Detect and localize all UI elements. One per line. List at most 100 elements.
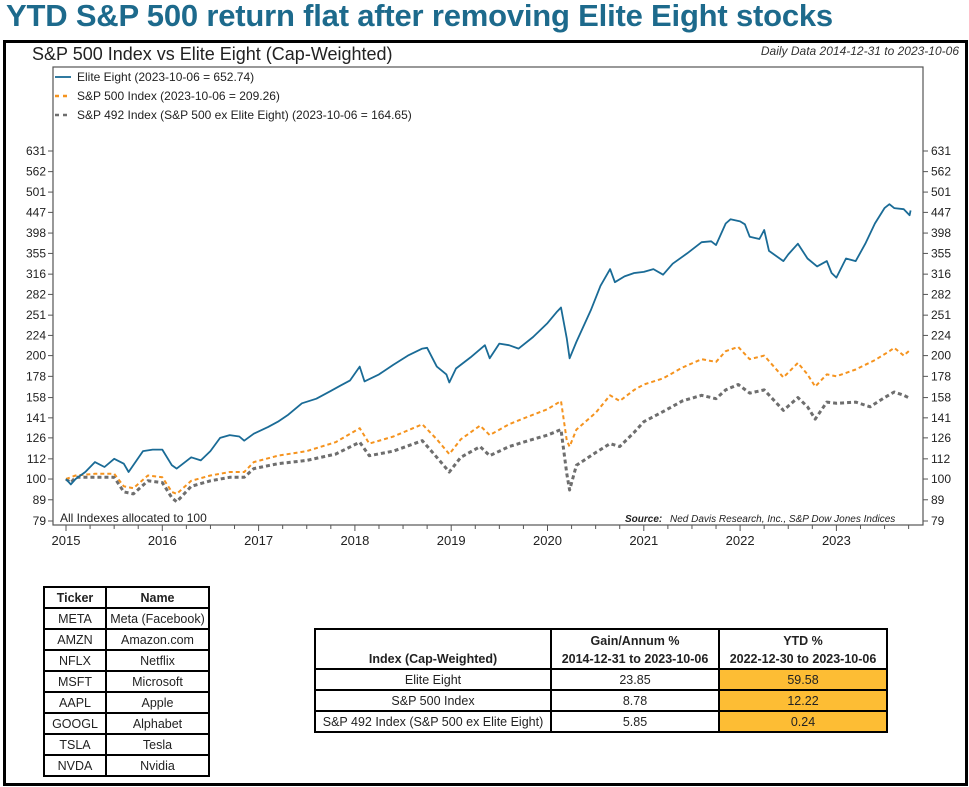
series-line-s-p-500-index xyxy=(65,345,912,495)
legend-label: S&P 492 Index (S&P 500 ex Elite Eight) (… xyxy=(77,108,412,122)
y-tick-label-right: 79 xyxy=(931,514,945,528)
header-gain-annum: Gain/Annum % 2014-12-31 to 2023-10-06 xyxy=(550,628,720,670)
y-tick-label-left: 200 xyxy=(26,349,46,363)
chart-title: S&P 500 Index vs Elite Eight (Cap-Weight… xyxy=(32,44,393,64)
ticker-symbol: AAPL xyxy=(43,691,107,714)
y-tick-label-right: 224 xyxy=(931,328,951,342)
ticker-row: AAPL Apple xyxy=(43,691,210,714)
ticker-row: TSLA Tesla xyxy=(43,733,210,756)
x-tick-label: 2016 xyxy=(148,533,177,548)
ticker-row: GOOGL Alphabet xyxy=(43,712,210,735)
y-tick-label-right: 447 xyxy=(931,205,951,219)
ytd-value: 0.24 xyxy=(718,710,888,733)
performance-table: Index (Cap-Weighted) Gain/Annum % 2014-12… xyxy=(314,628,888,733)
header-ytd: YTD % 2022-12-30 to 2023-10-06 xyxy=(718,628,888,670)
chart-frame xyxy=(3,40,968,786)
y-tick-label-left: 398 xyxy=(26,226,46,240)
y-tick-label-right: 501 xyxy=(931,185,951,199)
company-name: Alphabet xyxy=(105,712,210,735)
y-tick-label-left: 100 xyxy=(26,472,46,486)
chart-subtitle: Daily Data 2014-12-31 to 2023-10-06 xyxy=(760,44,959,58)
y-tick-label-right: 316 xyxy=(931,267,951,281)
ticker-symbol: NFLX xyxy=(43,649,107,672)
header-index: Index (Cap-Weighted) xyxy=(314,628,552,670)
series-layer xyxy=(65,203,912,504)
ticker-symbol: TSLA xyxy=(43,733,107,756)
y-tick-label-left: 316 xyxy=(26,267,46,281)
index-name: S&P 500 Index xyxy=(314,689,552,712)
header-name: Name xyxy=(105,586,210,609)
ticker-table-header: Ticker Name xyxy=(43,586,210,609)
company-name: Microsoft xyxy=(105,670,210,693)
x-tick-label: 2019 xyxy=(437,533,466,548)
company-name: Apple xyxy=(105,691,210,714)
y-tick-label-left: 112 xyxy=(27,452,46,466)
company-name: Amazon.com xyxy=(105,628,210,651)
y-tick-label-left: 224 xyxy=(26,328,46,342)
x-tick-label: 2021 xyxy=(629,533,658,548)
gain-annum-value: 5.85 xyxy=(550,710,720,733)
company-name: Tesla xyxy=(105,733,210,756)
legend-label: Elite Eight (2023-10-06 = 652.74) xyxy=(77,70,254,84)
ticker-row: NVDA Nvidia xyxy=(43,754,210,777)
x-tick-label: 2022 xyxy=(726,533,755,548)
y-tick-label-right: 141 xyxy=(931,411,951,425)
headline: YTD S&P 500 return flat after removing E… xyxy=(6,0,833,33)
company-name: Meta (Facebook) xyxy=(105,607,210,630)
performance-row: S&P 500 Index 8.78 12.22 xyxy=(314,689,888,712)
x-tick-label: 2017 xyxy=(244,533,273,548)
company-name: Nvidia xyxy=(105,754,210,777)
y-tick-label-left: 89 xyxy=(33,493,47,507)
y-tick-label-left: 447 xyxy=(26,205,46,219)
x-tick-label: 2023 xyxy=(822,533,851,548)
index-name: S&P 492 Index (S&P 500 ex Elite Eight) xyxy=(314,710,552,733)
y-tick-label-left: 562 xyxy=(26,165,46,179)
x-tick-label: 2020 xyxy=(533,533,562,548)
ytd-value: 12.22 xyxy=(718,689,888,712)
y-tick-label-left: 251 xyxy=(26,308,46,322)
y-tick-label-right: 398 xyxy=(931,226,951,240)
axes: 79 79 89 89 100 100 112 112 126 126 141 141 158 158 17… xyxy=(26,66,951,548)
ticker-symbol: GOOGL xyxy=(43,712,107,735)
x-tick-label: 2018 xyxy=(340,533,369,548)
y-tick-label-right: 562 xyxy=(931,165,951,179)
y-tick-label-left: 141 xyxy=(26,411,46,425)
ticker-row: NFLX Netflix xyxy=(43,649,210,672)
y-tick-label-left: 79 xyxy=(33,514,47,528)
source-label: Source: xyxy=(625,514,662,525)
y-tick-label-right: 200 xyxy=(931,349,951,363)
company-name: Netflix xyxy=(105,649,210,672)
ytd-value: 59.58 xyxy=(718,668,888,691)
header-ticker: Ticker xyxy=(43,586,107,609)
y-tick-label-left: 282 xyxy=(26,287,46,301)
ticker-row: META Meta (Facebook) xyxy=(43,607,210,630)
y-tick-label-right: 158 xyxy=(931,391,951,405)
y-tick-label-right: 100 xyxy=(931,472,951,486)
series-line-s-p-492-index-s-p-500-ex-elite-eight xyxy=(65,383,912,504)
performance-row: Elite Eight 23.85 59.58 xyxy=(314,668,888,691)
index-name: Elite Eight xyxy=(314,668,552,691)
ticker-table: Ticker Name META Meta (Facebook) AMZN Amazo… xyxy=(43,586,210,777)
y-tick-label-left: 631 xyxy=(26,144,46,158)
ticker-symbol: MSFT xyxy=(43,670,107,693)
y-tick-label-left: 355 xyxy=(26,246,46,260)
y-tick-label-left: 501 xyxy=(26,185,46,199)
ticker-row: AMZN Amazon.com xyxy=(43,628,210,651)
gain-annum-value: 8.78 xyxy=(550,689,720,712)
y-tick-label-right: 112 xyxy=(931,452,950,466)
y-tick-label-right: 631 xyxy=(931,144,951,158)
chart-note: All Indexes allocated to 100 xyxy=(60,511,207,525)
gain-annum-value: 23.85 xyxy=(550,668,720,691)
ticker-symbol: AMZN xyxy=(43,628,107,651)
source-text: Ned Davis Research, Inc., S&P Dow Jones … xyxy=(670,514,895,525)
y-tick-label-right: 355 xyxy=(931,246,951,260)
legend-label: S&P 500 Index (2023-10-06 = 209.26) xyxy=(77,89,280,103)
legend: Elite Eight (2023-10-06 = 652.74) S&P 500… xyxy=(55,70,412,122)
y-tick-label-left: 178 xyxy=(26,369,46,383)
series-line-elite-eight xyxy=(65,203,912,486)
y-tick-label-left: 158 xyxy=(26,391,46,405)
y-tick-label-right: 178 xyxy=(931,369,951,383)
y-tick-label-left: 126 xyxy=(26,431,46,445)
performance-table-header: Index (Cap-Weighted) Gain/Annum % 2014-12… xyxy=(314,628,888,670)
